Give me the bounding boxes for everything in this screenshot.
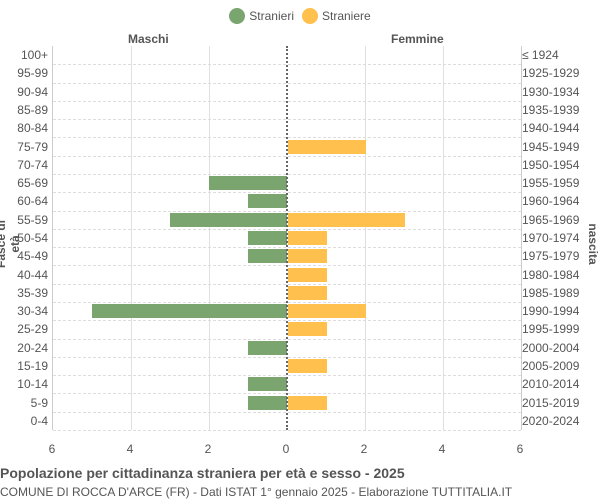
legend-label: Straniere	[321, 9, 371, 23]
age-group-label: 35-39	[17, 285, 48, 300]
bar-female-55-59[interactable]	[288, 212, 405, 227]
birth-year-label: 1935-1939	[522, 103, 580, 117]
x-tick-label: 2	[204, 442, 212, 456]
birth-year-label: 1975-1979	[522, 249, 580, 264]
birth-year-label: 1940-1944	[522, 121, 580, 136]
bar-male-20-24[interactable]	[248, 340, 287, 355]
birth-year-label: 1970-1974	[522, 231, 580, 245]
bar-male-55-59[interactable]	[170, 212, 287, 227]
bar-female-5-9[interactable]	[288, 395, 327, 410]
age-group-label: 25-29	[17, 322, 48, 337]
legend-label: Stranieri	[249, 9, 294, 23]
age-group-label: 85-89	[17, 103, 48, 117]
bar-male-30-34[interactable]	[92, 304, 287, 319]
birth-year-label: 2015-2019	[522, 395, 580, 410]
birth-year-label: 1945-1949	[522, 139, 580, 154]
plot-area	[52, 46, 522, 431]
birth-year-label: 2020-2024	[522, 413, 580, 428]
x-tick-label: 2	[360, 442, 368, 456]
bar-female-45-49[interactable]	[288, 249, 327, 264]
birth-year-label: ≤ 1924	[522, 48, 559, 63]
vertical-gridline	[365, 46, 366, 430]
age-group-label: 60-64	[17, 194, 48, 209]
age-group-label: 80-84	[17, 121, 48, 136]
bar-male-10-14[interactable]	[248, 377, 287, 392]
x-tick-label: 4	[438, 442, 446, 456]
legend-item-straniere[interactable]: Straniere	[301, 8, 371, 24]
age-group-label: 50-54	[17, 231, 48, 245]
birth-year-label: 2005-2009	[522, 359, 580, 373]
chart-subtitle: COMUNE DI ROCCA D'ARCE (FR) - Dati ISTAT…	[0, 485, 513, 499]
bar-female-25-29[interactable]	[288, 322, 327, 337]
age-group-label: 55-59	[17, 212, 48, 227]
zero-axis-line	[286, 46, 288, 430]
females-title: Femmine	[391, 32, 444, 46]
birth-year-label: 1965-1969	[522, 212, 580, 227]
birth-year-label: 1950-1954	[522, 157, 580, 172]
birth-year-label: 1955-1959	[522, 176, 580, 191]
birth-year-label: 2010-2014	[522, 377, 580, 392]
chart-title: Popolazione per cittadinanza straniera p…	[0, 465, 405, 481]
bar-male-5-9[interactable]	[248, 395, 287, 410]
vertical-gridline	[209, 46, 210, 430]
age-group-label: 10-14	[17, 377, 48, 392]
age-group-label: 15-19	[17, 359, 48, 373]
age-group-label: 90-94	[17, 84, 48, 99]
birth-year-label: 1985-1989	[522, 285, 580, 300]
age-group-label: 5-9	[30, 395, 48, 410]
bar-male-50-54[interactable]	[248, 231, 287, 245]
bar-male-60-64[interactable]	[248, 194, 287, 209]
age-group-label: 95-99	[17, 66, 48, 81]
birth-year-label: 1980-1984	[522, 267, 580, 282]
x-tick-label: 4	[126, 442, 134, 456]
age-group-label: 75-79	[17, 139, 48, 154]
bar-male-65-69[interactable]	[209, 176, 287, 191]
horizontal-gridline	[53, 430, 521, 431]
age-group-label: 30-34	[17, 304, 48, 319]
x-tick-label: 6	[48, 442, 56, 456]
y-axis-title-right: Anni di nascita	[586, 223, 600, 265]
vertical-gridline	[443, 46, 444, 430]
vertical-gridline	[131, 46, 132, 430]
bar-female-50-54[interactable]	[288, 231, 327, 245]
birth-year-label: 1925-1929	[522, 66, 580, 81]
males-title: Maschi	[128, 32, 169, 46]
birth-year-label: 1990-1994	[522, 304, 580, 319]
age-group-label: 45-49	[17, 249, 48, 264]
x-tick-label: 0	[282, 442, 290, 456]
x-tick-label: 6	[516, 442, 524, 456]
chart-legend: Stranieri Straniere	[0, 6, 600, 26]
bar-female-30-34[interactable]	[288, 304, 366, 319]
legend-dot-orange-icon	[301, 8, 318, 24]
bar-female-15-19[interactable]	[288, 359, 327, 373]
age-group-label: 100+	[20, 48, 48, 63]
birth-year-label: 1960-1964	[522, 194, 580, 209]
age-group-label: 70-74	[17, 157, 48, 172]
bar-female-35-39[interactable]	[288, 285, 327, 300]
age-group-label: 65-69	[17, 176, 48, 191]
legend-item-stranieri[interactable]: Stranieri	[229, 8, 294, 24]
birth-year-label: 2000-2004	[522, 340, 580, 355]
bar-male-45-49[interactable]	[248, 249, 287, 264]
birth-year-label: 1995-1999	[522, 322, 580, 337]
bar-female-75-79[interactable]	[288, 139, 366, 154]
age-group-label: 0-4	[30, 413, 48, 428]
age-group-label: 20-24	[17, 340, 48, 355]
age-group-label: 40-44	[17, 267, 48, 282]
bar-female-40-44[interactable]	[288, 267, 327, 282]
birth-year-label: 1930-1934	[522, 84, 580, 99]
legend-dot-green-icon	[229, 8, 246, 24]
